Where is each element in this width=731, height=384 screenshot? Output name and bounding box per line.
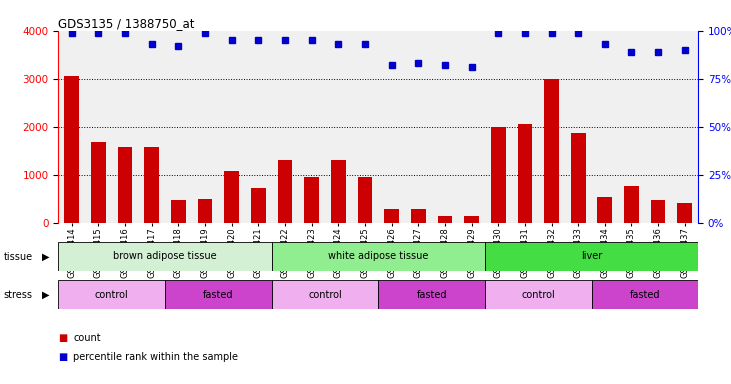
Bar <box>379 280 485 309</box>
Bar <box>464 217 479 223</box>
Bar <box>118 147 132 223</box>
Text: liver: liver <box>581 251 602 262</box>
Bar <box>197 199 213 223</box>
Text: control: control <box>521 290 555 300</box>
Bar <box>491 127 506 223</box>
Bar <box>278 161 292 223</box>
Text: white adipose tissue: white adipose tissue <box>328 251 428 262</box>
Bar <box>357 177 372 223</box>
Text: ▶: ▶ <box>42 252 49 262</box>
Text: fasted: fasted <box>629 290 660 300</box>
Bar <box>165 280 272 309</box>
Text: ■: ■ <box>58 352 68 362</box>
Bar <box>678 203 692 223</box>
Text: percentile rank within the sample: percentile rank within the sample <box>73 352 238 362</box>
Bar <box>272 242 485 271</box>
Text: GDS3135 / 1388750_at: GDS3135 / 1388750_at <box>58 17 195 30</box>
Bar <box>272 280 379 309</box>
Bar <box>651 200 665 223</box>
Bar <box>438 217 452 223</box>
Bar <box>591 280 698 309</box>
Bar <box>251 188 265 223</box>
Bar <box>485 280 591 309</box>
Bar <box>224 171 239 223</box>
Bar <box>411 209 425 223</box>
Bar <box>385 209 399 223</box>
Text: ■: ■ <box>58 333 68 343</box>
Text: ▶: ▶ <box>42 290 49 300</box>
Bar <box>485 242 698 271</box>
Bar <box>597 197 612 223</box>
Bar <box>58 280 165 309</box>
Bar <box>304 177 319 223</box>
Text: count: count <box>73 333 101 343</box>
Text: brown adipose tissue: brown adipose tissue <box>113 251 217 262</box>
Bar <box>58 242 272 271</box>
Bar <box>331 160 346 223</box>
Text: control: control <box>95 290 129 300</box>
Bar <box>518 124 532 223</box>
Bar <box>145 147 159 223</box>
Bar <box>624 186 639 223</box>
Text: fasted: fasted <box>203 290 234 300</box>
Text: tissue: tissue <box>4 252 33 262</box>
Bar <box>64 76 79 223</box>
Text: fasted: fasted <box>417 290 447 300</box>
Bar <box>171 200 186 223</box>
Text: control: control <box>308 290 342 300</box>
Bar <box>571 133 586 223</box>
Bar <box>544 79 559 223</box>
Bar <box>91 142 106 223</box>
Text: stress: stress <box>4 290 33 300</box>
